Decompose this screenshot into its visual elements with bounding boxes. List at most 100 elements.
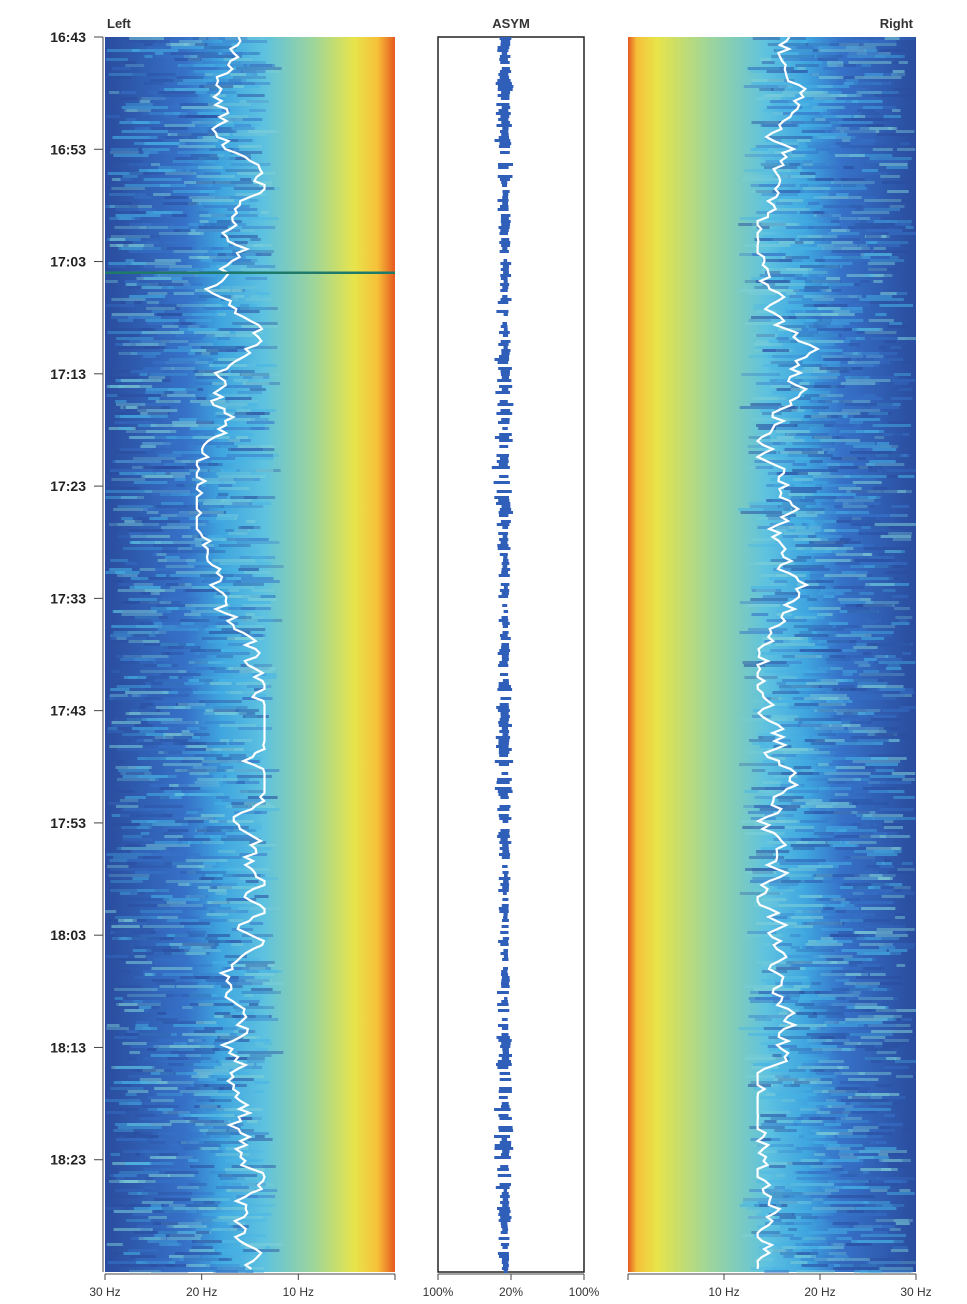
heatmap-cell <box>216 517 238 520</box>
heatmap-cell <box>761 1210 800 1213</box>
heatmap-cell <box>146 1210 186 1213</box>
heatmap-cell <box>138 742 163 745</box>
asym-bar <box>501 727 508 730</box>
heatmap-cell <box>142 925 184 928</box>
heatmap-cell <box>895 1222 910 1225</box>
heatmap-cell <box>823 595 835 598</box>
heatmap-cell <box>201 1213 241 1216</box>
heatmap-cell <box>784 58 825 61</box>
heatmap-cell <box>213 709 259 712</box>
heatmap-cell <box>171 952 210 955</box>
heatmap-cell <box>198 295 234 298</box>
heatmap-cell <box>199 55 235 58</box>
heatmap-cell <box>246 421 275 424</box>
heatmap-cell <box>178 583 192 586</box>
heatmap-cell <box>886 1057 901 1060</box>
heatmap-cell <box>763 94 784 97</box>
heatmap-cell <box>860 562 908 565</box>
heatmap-cell <box>216 1192 244 1195</box>
heatmap-cell <box>761 817 778 820</box>
heatmap-cell <box>107 727 118 730</box>
heatmap-cell <box>187 187 221 190</box>
asym-bar <box>501 658 509 661</box>
heatmap-cell <box>123 415 148 418</box>
heatmap-cell <box>891 772 916 775</box>
heatmap-cell <box>152 739 188 742</box>
heatmap-cell <box>750 148 769 151</box>
heatmap-cell <box>887 946 914 949</box>
heatmap-cell <box>801 1249 813 1252</box>
heatmap-cell <box>806 1033 850 1036</box>
heatmap-cell <box>777 52 798 55</box>
heatmap-cell <box>205 748 244 751</box>
heatmap-cell <box>204 304 221 307</box>
heatmap-cell <box>798 1051 823 1054</box>
heatmap-cell <box>232 964 276 967</box>
heatmap-cell <box>875 1219 909 1222</box>
heatmap-cell <box>866 295 892 298</box>
heatmap-cell <box>125 283 149 286</box>
heatmap-cell <box>192 766 218 769</box>
heatmap-cell <box>884 820 894 823</box>
heatmap-cell <box>131 820 175 823</box>
heatmap-cell <box>218 544 251 547</box>
heatmap-cell <box>824 1105 842 1108</box>
heatmap-cell <box>761 193 798 196</box>
heatmap-cell <box>793 766 812 769</box>
heatmap-cell <box>794 616 817 619</box>
heatmap-cell <box>815 1150 833 1153</box>
heatmap-cell <box>867 268 887 271</box>
heatmap-cell <box>188 1183 207 1186</box>
heatmap-cell <box>823 259 862 262</box>
heatmap-cell <box>222 49 247 52</box>
heatmap-cell <box>893 373 911 376</box>
heatmap-cell <box>198 358 213 361</box>
asym-bar <box>502 202 508 205</box>
heatmap-cell <box>149 517 168 520</box>
heatmap-cell <box>828 634 866 637</box>
asym-bar <box>502 622 510 625</box>
panel-title-asym: ASYM <box>492 16 530 31</box>
heatmap-cell <box>844 592 860 595</box>
heatmap-cell <box>872 859 885 862</box>
heatmap-cell <box>756 424 798 427</box>
heatmap-cell <box>789 1048 823 1051</box>
heatmap-cell <box>146 793 185 796</box>
heatmap-cell <box>773 1084 791 1087</box>
asym-bar <box>500 1165 509 1168</box>
heatmap-cell <box>188 661 224 664</box>
heatmap-cell <box>847 226 887 229</box>
heatmap-cell <box>161 526 191 529</box>
heatmap-cell <box>140 622 155 625</box>
heatmap-cell <box>754 238 796 241</box>
heatmap-cell <box>181 841 201 844</box>
heatmap-cell <box>844 376 870 379</box>
asym-bar <box>502 535 508 538</box>
heatmap-cell <box>888 949 908 952</box>
heatmap-cell <box>215 412 252 415</box>
heatmap-cell <box>173 103 208 106</box>
heatmap-cell <box>116 244 154 247</box>
heatmap-cell <box>858 997 894 1000</box>
heatmap-cell <box>156 1048 195 1051</box>
heatmap-cell <box>163 832 182 835</box>
heatmap-cell <box>810 742 856 745</box>
heatmap-cell <box>831 1105 870 1108</box>
heatmap-cell <box>154 736 174 739</box>
heatmap-cell <box>221 385 232 388</box>
heatmap-cell <box>116 637 127 640</box>
heatmap-cell <box>146 958 188 961</box>
heatmap-cell <box>170 46 211 49</box>
heatmap-cell <box>824 100 846 103</box>
heatmap-cell <box>253 244 273 247</box>
heatmap-cell <box>165 172 197 175</box>
heatmap-cell <box>761 1123 798 1126</box>
heatmap-cell <box>109 694 128 697</box>
heatmap-cell <box>191 478 234 481</box>
heatmap-cell <box>123 1177 154 1180</box>
heatmap-cell <box>759 397 787 400</box>
heatmap-cell <box>857 901 895 904</box>
heatmap-cell <box>899 1189 911 1192</box>
heatmap-cell <box>225 418 256 421</box>
heatmap-cell <box>171 166 185 169</box>
